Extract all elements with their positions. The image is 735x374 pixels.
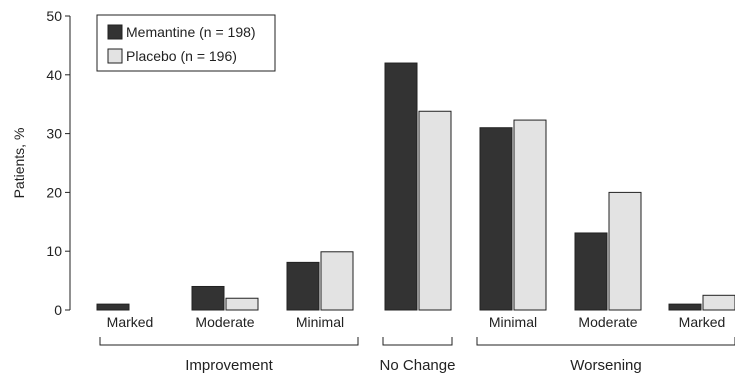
bar-placebo [513, 119, 547, 311]
bar-placebo [320, 251, 354, 311]
y-axis-title: Patients, % [11, 128, 27, 199]
y-tick-label: 0 [54, 302, 62, 318]
bar-placebo [702, 294, 735, 311]
axes: 0 10 20 30 40 50 [46, 8, 71, 318]
category-label: Marked [107, 314, 154, 330]
bar-memantine [96, 303, 130, 311]
group-bracket [382, 337, 453, 346]
category-labels: Marked Moderate Minimal Minimal Moderate Mark… [107, 314, 726, 330]
legend-label-placebo: Placebo (n = 196) [126, 48, 237, 64]
y-tick-label: 50 [46, 8, 62, 24]
category-label: Minimal [296, 314, 344, 330]
group-bracket [99, 337, 359, 346]
bars [96, 62, 735, 311]
y-tick-label: 20 [46, 184, 62, 200]
legend: Memantine (n = 198) Placebo (n = 196) [96, 14, 276, 72]
y-tick-label: 30 [46, 126, 62, 142]
legend-frame [96, 14, 276, 72]
category-label: Marked [679, 314, 726, 330]
y-tick-label: 40 [46, 67, 62, 83]
legend-swatch-memantine [107, 24, 123, 40]
bar-memantine [574, 232, 608, 311]
category-label: Moderate [578, 314, 637, 330]
bar-placebo [225, 297, 259, 311]
bar-memantine [191, 285, 225, 311]
group-label: No Change [380, 357, 456, 374]
bar-placebo [418, 110, 452, 311]
group-brackets: Improvement No Change Worsening [99, 337, 735, 374]
bar-placebo [608, 191, 642, 311]
category-label: Moderate [195, 314, 254, 330]
group-label: Improvement [185, 357, 273, 374]
y-tick-label: 10 [46, 243, 62, 259]
group-bracket [476, 337, 735, 346]
group-label: Worsening [570, 357, 641, 374]
bar-memantine [286, 261, 320, 311]
legend-label-memantine: Memantine (n = 198) [126, 24, 256, 40]
legend-swatch-placebo [107, 48, 123, 64]
bar-memantine [479, 127, 513, 311]
bar-memantine [668, 303, 702, 311]
category-label: Minimal [489, 314, 537, 330]
bar-memantine [384, 62, 418, 311]
